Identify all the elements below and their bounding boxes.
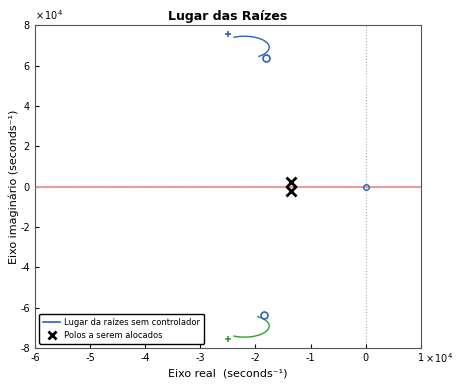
Text: $\times\,10^4$: $\times\,10^4$ [425,351,453,365]
Text: $\times\,10^4$: $\times\,10^4$ [35,8,63,22]
Y-axis label: Eixo imaginário (seconds⁻¹): Eixo imaginário (seconds⁻¹) [8,110,19,264]
X-axis label: Eixo real  (seconds⁻¹): Eixo real (seconds⁻¹) [168,369,288,378]
Legend: Lugar da raízes sem controlador, Polos a serem alocados: Lugar da raízes sem controlador, Polos a… [39,313,204,344]
Title: Lugar das Raízes: Lugar das Raízes [168,10,288,22]
